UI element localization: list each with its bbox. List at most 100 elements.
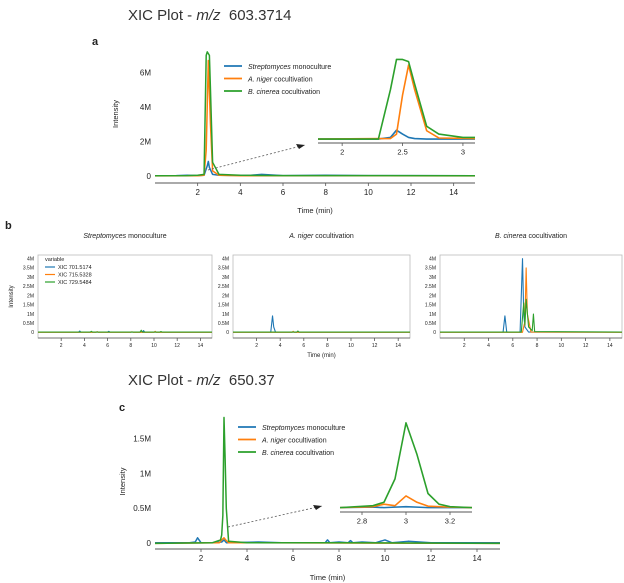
c-y-tick-label: 1.5M xyxy=(133,434,151,443)
a-x-tick-label: 4 xyxy=(238,188,243,197)
b1-series-streptomyces xyxy=(38,330,212,333)
b2-x-tick-label: 6 xyxy=(302,343,305,349)
a-legend-entry: A. niger cocultivation xyxy=(247,77,313,84)
a-legend-entry: Streptomyces monoculture xyxy=(248,64,331,71)
a-zoom-arrowhead xyxy=(296,144,305,149)
b1-title: Streptomyces monoculture xyxy=(83,233,166,240)
b3-series-streptomyces xyxy=(440,258,622,333)
title-top: XIC Plot - m/z 603.3714 xyxy=(128,7,291,24)
title-bottom-value: 650.37 xyxy=(228,372,275,389)
c-inset-x-tick-label: 3 xyxy=(404,517,408,526)
b1-x-tick-label: 10 xyxy=(151,343,157,349)
a-legend-entry: B. cinerea cocultivation xyxy=(248,89,320,96)
b1-y-tick-label: 0 xyxy=(31,330,34,336)
b2-y-tick-label: 1.5M xyxy=(218,303,229,309)
b2-y-tick-label: 2.5M xyxy=(218,284,229,290)
b2-y-tick-label: 2M xyxy=(222,293,229,299)
a-inset-x-tick-label: 2 xyxy=(340,148,344,157)
a-inset-x-tick-label: 2.5 xyxy=(397,148,407,157)
b1-y-tick-label: 1M xyxy=(27,312,34,318)
c-zoom-arrowhead xyxy=(313,505,322,510)
b-legend-entry: XIC 715.5328 xyxy=(58,273,92,279)
title-top-prefix: XIC Plot - xyxy=(128,7,197,24)
b2-title: A. niger cocultivation xyxy=(288,233,354,240)
a-inset-x-tick-label: 3 xyxy=(461,148,465,157)
b3-y-tick-label: 0 xyxy=(433,330,436,336)
title-bottom-mz: m/z xyxy=(196,372,221,389)
title-bottom: XIC Plot - m/z 650.37 xyxy=(128,372,275,389)
b3-x-tick-label: 12 xyxy=(583,343,589,349)
b3-frame xyxy=(439,254,623,339)
b3-y-tick-label: 3M xyxy=(429,275,436,281)
b2-y-tick-label: 3M xyxy=(222,275,229,281)
a-y-tick-label: 6M xyxy=(140,68,151,77)
title-top-mz: m/z xyxy=(196,7,221,24)
a-series-cinerea xyxy=(154,51,476,177)
b1-y-label: Intensity xyxy=(9,285,15,307)
c-y-tick-label: 1M xyxy=(140,469,151,478)
c-x-tick-label: 8 xyxy=(337,554,342,563)
c-x-tick-label: 2 xyxy=(199,554,204,563)
a-inset-background xyxy=(318,55,475,143)
b1-x-tick-label: 12 xyxy=(174,343,180,349)
b2-x-tick-label: 12 xyxy=(372,343,378,349)
c-x-tick-label: 14 xyxy=(473,554,482,563)
a-x-tick-label: 6 xyxy=(281,188,286,197)
b2-y-tick-label: 1M xyxy=(222,312,229,318)
b3-y-tick-label: 4M xyxy=(429,256,436,262)
b-legend-title: variable xyxy=(45,257,64,263)
b1-y-tick-label: 0.5M xyxy=(23,321,34,327)
b1-x-tick-label: 8 xyxy=(129,343,132,349)
b2-y-tick-label: 3.5M xyxy=(218,266,229,272)
b2-x-tick-label: 4 xyxy=(279,343,282,349)
c-legend-entry: Streptomyces monoculture xyxy=(262,425,345,432)
a-y-tick-label: 4M xyxy=(140,103,151,112)
a-inset-series-cinerea xyxy=(318,58,475,140)
c-series-cinerea xyxy=(154,416,501,545)
a-y-tick-label: 0 xyxy=(147,172,152,181)
a-x-tick-label: 14 xyxy=(449,188,458,197)
b3-y-tick-label: 2M xyxy=(429,293,436,299)
b1-y-tick-label: 3.5M xyxy=(23,266,34,272)
a-x-tick-label: 10 xyxy=(364,188,373,197)
b3-y-tick-label: 3.5M xyxy=(425,266,436,272)
b3-x-tick-label: 10 xyxy=(559,343,565,349)
b2-y-tick-label: 0.5M xyxy=(218,321,229,327)
b2-x-tick-label: 14 xyxy=(395,343,401,349)
b-legend-entry: XIC 701.5174 xyxy=(58,265,92,271)
b1-x-tick-label: 2 xyxy=(60,343,63,349)
c-inset-x-tick-label: 2.8 xyxy=(357,517,367,526)
c-legend-entry: A. niger cocultivation xyxy=(261,438,327,445)
b1-y-tick-label: 3M xyxy=(27,275,34,281)
b3-y-tick-label: 1M xyxy=(429,312,436,318)
c-inset-x-tick-label: 3.2 xyxy=(445,517,455,526)
b2-series-streptomyces xyxy=(233,315,410,333)
c-series-niger xyxy=(154,537,501,545)
b1-y-tick-label: 2.5M xyxy=(23,284,34,290)
b3-y-tick-label: 2.5M xyxy=(425,284,436,290)
b2-x-tick-label: 10 xyxy=(348,343,354,349)
a-x-tick-label: 2 xyxy=(195,188,200,197)
c-x-tick-label: 12 xyxy=(427,554,436,563)
b3-x-tick-label: 8 xyxy=(536,343,539,349)
c-inset-series-cinerea xyxy=(339,422,473,509)
c-inset-series-niger xyxy=(339,495,473,509)
b2-y-tick-label: 4M xyxy=(222,256,229,262)
a-y-label: Intensity xyxy=(111,100,120,128)
panel-label-c: c xyxy=(119,402,126,414)
c-x-label: Time (min) xyxy=(310,573,346,582)
b3-title: B. cinerea cocultivation xyxy=(495,233,567,240)
title-bottom-prefix: XIC Plot - xyxy=(128,372,197,389)
panel-label-b: b xyxy=(5,220,12,232)
b2-frame xyxy=(232,254,411,339)
b1-x-tick-label: 6 xyxy=(106,343,109,349)
c-inset-background xyxy=(340,418,472,512)
c-legend-entry: B. cinerea cocultivation xyxy=(262,450,334,457)
b3-series-niger xyxy=(440,267,623,333)
b1-y-tick-label: 1.5M xyxy=(23,303,34,309)
b2-x-tick-label: 8 xyxy=(326,343,329,349)
b3-x-tick-label: 14 xyxy=(607,343,613,349)
a-series-streptomyces xyxy=(154,160,476,177)
b1-y-tick-label: 2M xyxy=(27,293,34,299)
a-zoom-arrow xyxy=(207,144,306,171)
